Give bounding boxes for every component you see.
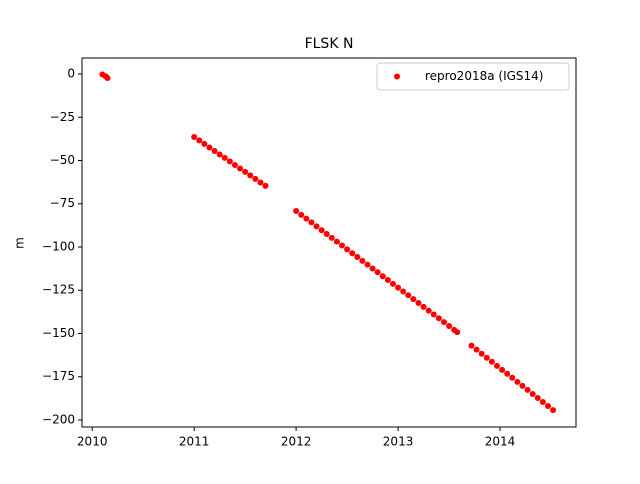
y-tick-label: −175 (42, 369, 75, 383)
point (446, 323, 453, 330)
point (313, 223, 320, 230)
point (318, 227, 325, 234)
point (509, 374, 516, 381)
point (226, 158, 233, 165)
point (364, 261, 371, 268)
point (400, 288, 407, 295)
point (191, 133, 198, 140)
legend-label: repro2018a (IGS14) (425, 69, 543, 83)
y-tick-label: −25 (50, 110, 75, 124)
point (395, 284, 402, 291)
x-tick-label: 2014 (485, 435, 516, 449)
point (405, 292, 412, 299)
point (323, 231, 330, 238)
y-tick-label: −50 (50, 153, 75, 167)
y-tick-label: 0 (67, 67, 75, 81)
point (454, 329, 461, 336)
point (478, 350, 485, 357)
point (410, 296, 417, 303)
point (544, 402, 551, 409)
point (298, 211, 305, 218)
point (262, 182, 269, 189)
point (493, 362, 500, 369)
point (420, 303, 427, 310)
point (308, 219, 315, 226)
point (344, 246, 351, 253)
point (488, 358, 495, 365)
point (539, 399, 546, 406)
plot-frame (81, 57, 577, 428)
point (379, 273, 386, 280)
point (211, 147, 218, 154)
y-tick-label: −200 (42, 412, 75, 426)
point (550, 407, 557, 414)
x-tick-label: 2010 (77, 435, 108, 449)
y-tick-label: −150 (42, 326, 75, 340)
point (415, 300, 422, 307)
point (349, 250, 356, 257)
point (328, 234, 335, 241)
point (339, 242, 345, 249)
point (252, 175, 259, 182)
point (242, 168, 249, 175)
point (389, 280, 396, 287)
point (384, 277, 391, 284)
point (201, 140, 208, 147)
point (529, 391, 536, 398)
chart-title: FLSK N (305, 36, 354, 52)
point (473, 346, 480, 353)
point (221, 154, 228, 161)
point (303, 215, 310, 222)
point (257, 179, 264, 186)
point (504, 370, 511, 377)
point (206, 144, 213, 151)
point (534, 395, 541, 402)
point (333, 238, 340, 245)
point (499, 366, 506, 373)
point (354, 254, 361, 261)
point (514, 378, 521, 385)
x-tick-label: 2013 (383, 435, 414, 449)
point (293, 208, 300, 215)
point (524, 386, 531, 393)
point (440, 319, 447, 326)
point (435, 315, 442, 322)
legend-marker (394, 73, 400, 80)
point (231, 161, 238, 168)
point (247, 172, 254, 179)
y-axis-label: m (13, 237, 27, 249)
point (196, 137, 203, 144)
point (483, 354, 490, 361)
y-tick-label: −75 (50, 196, 75, 210)
point (430, 311, 437, 318)
legend-box (376, 62, 570, 91)
point (359, 257, 366, 264)
x-tick-label: 2011 (179, 435, 210, 449)
y-tick-label: −100 (42, 239, 75, 253)
point (425, 307, 432, 314)
x-tick-label: 2012 (281, 435, 312, 449)
point (374, 269, 381, 276)
point (468, 342, 475, 349)
point (519, 382, 526, 389)
point (237, 165, 244, 172)
point (104, 74, 111, 81)
point (369, 265, 376, 272)
y-tick-label: −125 (42, 283, 75, 297)
point (216, 151, 223, 158)
